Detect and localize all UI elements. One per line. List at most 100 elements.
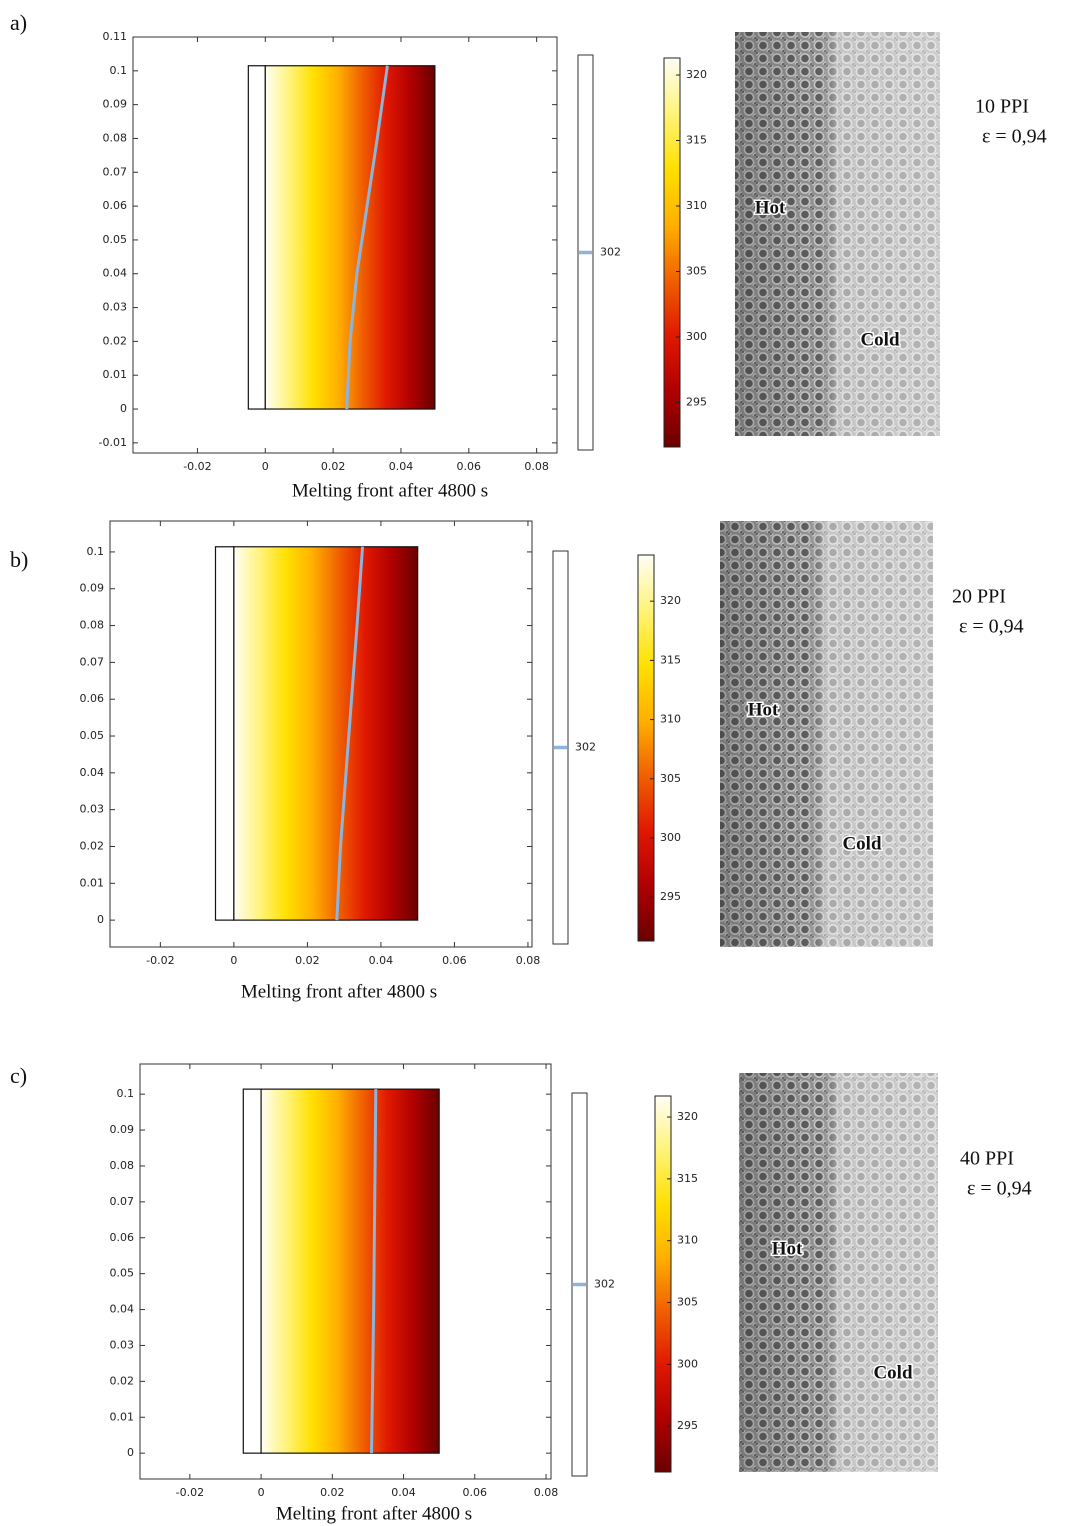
- contour-label: 302: [594, 1278, 615, 1291]
- y-tick-label: 0.09: [103, 98, 128, 111]
- photo-shade: [735, 32, 940, 436]
- photo-label: Cold: [860, 329, 900, 350]
- colorbar-tick-label: 310: [686, 199, 707, 212]
- y-tick-label: 0: [97, 913, 104, 926]
- photo-label: Cold: [842, 833, 882, 854]
- temperature-field: [260, 1088, 440, 1454]
- x-tick-label: 0.02: [295, 954, 320, 967]
- y-tick-label: 0.05: [110, 1267, 135, 1280]
- annotation: 10 PPI: [975, 96, 1029, 118]
- panel-label: b): [10, 547, 28, 572]
- y-tick-label: 0.08: [80, 619, 105, 632]
- x-axis-title: Melting front after 4800 s: [241, 981, 437, 1002]
- y-tick-label: 0.02: [80, 839, 105, 852]
- y-tick-label: -0.01: [99, 436, 127, 449]
- x-tick-label: 0.04: [391, 1486, 416, 1499]
- x-tick-label: 0: [258, 1486, 265, 1499]
- y-tick-label: 0: [120, 402, 127, 415]
- annotation: ε = 0,94: [967, 1178, 1032, 1200]
- colorbar-tick-label: 315: [686, 134, 707, 147]
- x-tick-label: 0.02: [320, 1486, 345, 1499]
- x-tick-label: 0.08: [524, 460, 549, 473]
- y-tick-label: 0.05: [80, 729, 105, 742]
- photo-shade: [739, 1073, 938, 1472]
- y-tick-label: 0.01: [110, 1410, 135, 1423]
- contour-label: 302: [575, 741, 596, 754]
- colorbar-tick-label: 320: [677, 1110, 698, 1123]
- y-tick-label: 0.1: [87, 545, 105, 558]
- y-tick-label: 0.11: [103, 30, 128, 43]
- colorbar-tick-label: 295: [660, 890, 681, 903]
- x-tick-label: 0.08: [534, 1486, 559, 1499]
- y-tick-label: 0.06: [80, 692, 105, 705]
- x-tick-label: 0.04: [389, 460, 414, 473]
- y-tick-label: 0.06: [103, 199, 128, 212]
- melting-front: [345, 65, 389, 410]
- x-tick-label: 0.08: [516, 954, 541, 967]
- y-tick-label: 0.06: [110, 1231, 135, 1244]
- y-tick-label: 0.01: [103, 368, 128, 381]
- x-tick-label: -0.02: [146, 954, 174, 967]
- y-tick-label: 0.1: [117, 1087, 135, 1100]
- x-tick-label: 0.06: [463, 1486, 488, 1499]
- y-tick-label: 0.07: [80, 655, 105, 668]
- wall: [214, 546, 235, 921]
- colorbar-tick-label: 300: [660, 831, 681, 844]
- temperature-field: [233, 546, 419, 921]
- x-tick-label: 0.06: [442, 954, 467, 967]
- colorbar-tick-label: 300: [677, 1357, 698, 1370]
- y-tick-label: 0.03: [80, 803, 105, 816]
- y-tick-label: 0.1: [110, 64, 128, 77]
- x-tick-label: 0.02: [321, 460, 346, 473]
- y-tick-label: 0.02: [103, 334, 128, 347]
- annotation: ε = 0,94: [982, 126, 1047, 148]
- photo-label: Hot: [755, 197, 786, 218]
- y-tick-label: 0: [127, 1446, 134, 1459]
- y-tick-label: 0.08: [103, 131, 128, 144]
- y-tick-label: 0.07: [110, 1195, 135, 1208]
- x-tick-label: 0: [262, 460, 269, 473]
- x-axis-title: Melting front after 4800 s: [276, 1503, 472, 1524]
- wall: [242, 1088, 262, 1454]
- wall: [247, 65, 266, 410]
- y-tick-label: 0.08: [110, 1159, 135, 1172]
- panel-label: a): [10, 10, 27, 35]
- colorbar: [654, 1095, 672, 1473]
- y-tick-label: 0.07: [103, 165, 128, 178]
- photo-label: Hot: [748, 699, 779, 720]
- x-tick-label: 0.06: [457, 460, 482, 473]
- x-tick-label: 0.04: [369, 954, 394, 967]
- x-axis-title: Melting front after 4800 s: [292, 480, 488, 501]
- y-tick-label: 0.04: [80, 766, 105, 779]
- colorbar-tick-label: 320: [686, 68, 707, 81]
- colorbar-tick-label: 300: [686, 330, 707, 343]
- colorbar-tick-label: 310: [677, 1234, 698, 1247]
- colorbar-tick-label: 305: [660, 772, 681, 785]
- x-tick-label: -0.02: [176, 1486, 204, 1499]
- y-tick-label: 0.03: [103, 301, 128, 314]
- melting-front: [369, 1089, 378, 1454]
- photo-shade: [720, 521, 933, 947]
- y-tick-label: 0.04: [103, 267, 128, 280]
- panel-label: c): [10, 1063, 27, 1088]
- y-tick-label: 0.03: [110, 1338, 135, 1351]
- annotation: 40 PPI: [960, 1148, 1014, 1170]
- colorbar-tick-label: 310: [660, 713, 681, 726]
- colorbar-tick-label: 305: [677, 1296, 698, 1309]
- colorbar-tick-label: 315: [660, 653, 681, 666]
- y-tick-label: 0.04: [110, 1303, 135, 1316]
- photo-label: Cold: [873, 1362, 913, 1383]
- colorbar-tick-label: 305: [686, 264, 707, 277]
- annotation: 20 PPI: [952, 586, 1006, 608]
- colorbar-tick-label: 295: [677, 1419, 698, 1432]
- y-tick-label: 0.09: [80, 582, 105, 595]
- y-tick-label: 0.09: [110, 1123, 135, 1136]
- annotation: ε = 0,94: [959, 616, 1024, 638]
- colorbar: [663, 57, 681, 448]
- melting-front: [335, 546, 365, 921]
- x-tick-label: -0.02: [183, 460, 211, 473]
- contour-label: 302: [600, 246, 621, 259]
- x-tick-label: 0: [230, 954, 237, 967]
- colorbar: [637, 554, 655, 942]
